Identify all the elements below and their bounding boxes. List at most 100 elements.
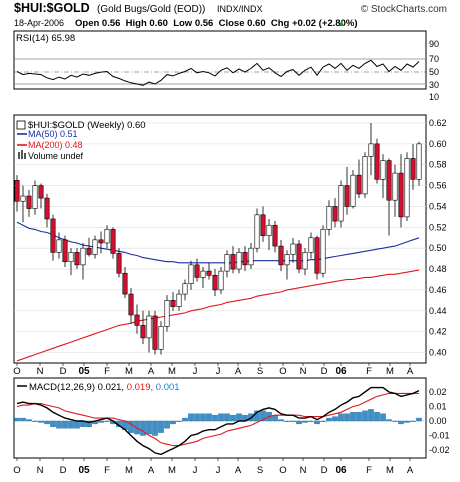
candle [164,295,170,332]
candle [182,279,188,301]
macd-label-prefix: MACD(12,26,9) [29,382,95,393]
x-axis-bottom: O N D 05 F M A M J J A S O N D 06 F M A [13,458,414,476]
candle [194,258,200,282]
x-axis-label: M [386,366,394,377]
candle-body [284,254,290,266]
x-axis-label: A [235,366,242,377]
up-arrow-icon: ▲ [337,18,346,28]
candle [140,310,146,345]
x-axis-label: O [279,366,286,377]
macd-hist-bar [398,420,404,425]
candle [266,218,272,251]
macd-hist-bar [86,420,92,428]
candle [50,214,56,261]
candle [302,248,308,276]
macd-hist-bar [392,420,398,422]
candle-body [194,264,200,278]
macd-tick-label: -0.02 [429,445,450,455]
candle [128,287,134,324]
candle-body [362,156,368,195]
candle [92,235,98,259]
macd-hist-bar [188,413,194,422]
x-axis-label: O [13,465,20,476]
price-tick-label: 0.58 [429,160,447,170]
candle-body [26,195,32,209]
macd-hist-bar [386,419,392,422]
price-tick-label: 0.40 [429,348,447,358]
x-axis-top: O N D 05 F M A M J J A S O N D 06 F M A [13,363,414,377]
candle-body [206,270,212,276]
rsi-tick-10: 10 [429,92,439,102]
macd-panel: 0.02 0.01 0.00 -0.01 -0.02 MACD(12,26,9) 0.0… [13,377,450,459]
candle [344,166,350,215]
macd-hist-bar [56,420,62,429]
macd-hist-bar [278,419,284,422]
macd-hist-bar [146,420,152,435]
candle [218,266,224,295]
candle-body [326,206,332,230]
price-legend: $HUI:$GOLD (Weekly) 0.60 MA(50) 0.51 MA(… [16,120,146,161]
candle [260,206,266,242]
price-tick-label: 0.54 [429,201,447,211]
candle-body [62,239,68,263]
candle [32,180,38,215]
candle-body [14,180,20,202]
macd-hist-bar [176,420,182,422]
candle-body [242,252,248,266]
stockcharts-watermark: © StockCharts.com [361,4,447,15]
signal-value: 0.019, [127,382,153,393]
price-tick-label: 0.56 [429,181,447,191]
macd-hist-bar [50,420,56,428]
chart-symbol: $HUI:$GOLD [14,1,90,15]
candle [170,291,176,311]
candle-body [398,172,404,218]
x-axis-label: J [193,465,198,476]
candle [410,143,416,190]
candle-body [140,325,146,339]
candle [320,225,326,278]
x-axis-label: N [37,465,44,476]
macd-hist-bar [350,412,356,422]
candle [14,175,20,212]
candle-body [134,314,140,326]
candle [134,304,140,334]
macd-hist-bar [326,417,332,422]
macd-hist-bar [224,413,230,422]
macd-hist-bar [14,417,20,422]
candle [200,266,206,288]
macd-hist-bar [104,420,110,422]
rsi-tick-90: 90 [429,39,439,49]
chart-date: 18-Apr-2006 [14,18,64,28]
macd-hist-bar [356,412,362,422]
candle-body [152,315,158,350]
x-axis-label: D [321,465,328,476]
rsi-tick-30: 30 [429,80,439,90]
candle-body [74,252,80,266]
candle-body [344,185,350,207]
candle-body [56,239,62,253]
price-tick-label: 0.44 [429,306,447,316]
chart-symbol-name: (Gold Bugs/Gold (EOD)) [97,4,205,15]
candle-body [98,239,104,244]
candle-body [266,224,272,236]
candle-body [368,143,374,157]
candle-body [410,158,416,180]
candle [356,159,362,199]
candle-body [20,195,26,202]
candle [146,310,152,353]
macd-hist-bar [296,420,302,425]
x-axis-label: D [321,366,328,377]
price-axis: 0.62 0.60 0.58 0.56 0.54 0.52 0.50 0.48 0.46 0.44… [429,118,447,358]
hist-value: 0.001 [156,382,180,393]
x-axis-label: 06 [335,366,347,377]
x-axis-label: M [125,465,133,476]
macd-hist-bar [158,420,164,433]
candle [212,269,218,297]
x-axis-label: 06 [335,465,347,476]
candle [188,260,194,290]
macd-histogram [14,409,422,436]
candle-body [44,197,50,220]
macd-hist-bar [254,410,260,422]
price-tick-label: 0.50 [429,243,447,253]
macd-hist-bar [128,420,134,433]
